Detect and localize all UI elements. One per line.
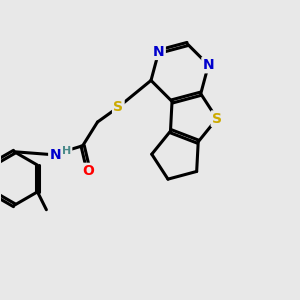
Text: S: S: [113, 100, 123, 114]
Text: N: N: [50, 148, 61, 162]
Text: S: S: [212, 112, 222, 126]
Text: N: N: [202, 58, 214, 72]
Text: H: H: [62, 146, 71, 156]
Text: N: N: [153, 45, 164, 59]
Text: O: O: [83, 164, 94, 178]
